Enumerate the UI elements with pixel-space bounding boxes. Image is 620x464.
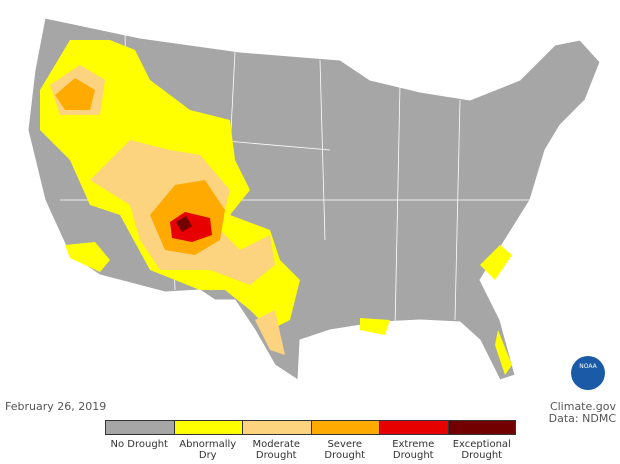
legend-item: Moderate Drought — [242, 420, 311, 461]
legend-swatch — [242, 420, 311, 435]
legend-label: Abnormally Dry — [179, 439, 237, 461]
legend: No Drought Abnormally Dry Moderate Drought… — [105, 420, 516, 461]
legend-item: Abnormally Dry — [173, 420, 242, 461]
legend-label: Extreme Drought — [392, 439, 435, 461]
legend-swatch — [447, 420, 516, 435]
drought-area — [55, 78, 225, 255]
data-credit: Data: NDMC — [548, 412, 616, 425]
legend-swatch — [173, 420, 242, 435]
noaa-logo — [571, 356, 605, 390]
legend-label: Severe Drought — [324, 439, 366, 461]
legend-label: Exceptional Drought — [452, 439, 511, 461]
legend-swatch — [105, 420, 174, 435]
legend-item: No Drought — [105, 420, 174, 460]
legend-item: Extreme Drought — [379, 420, 448, 461]
source: Climate.gov — [549, 400, 616, 413]
date: February 26, 2019 — [5, 400, 107, 413]
legend-swatch — [310, 420, 379, 435]
map: NOAA — [28, 18, 605, 390]
legend-swatch — [379, 420, 448, 435]
legend-item: Exceptional Drought — [447, 420, 516, 461]
legend-item: Severe Drought — [310, 420, 379, 461]
legend-label: Moderate Drought — [252, 439, 301, 461]
legend-label: No Drought — [110, 439, 168, 450]
noaa-logo-text: NOAA — [579, 363, 597, 370]
drought-area — [176, 216, 192, 232]
